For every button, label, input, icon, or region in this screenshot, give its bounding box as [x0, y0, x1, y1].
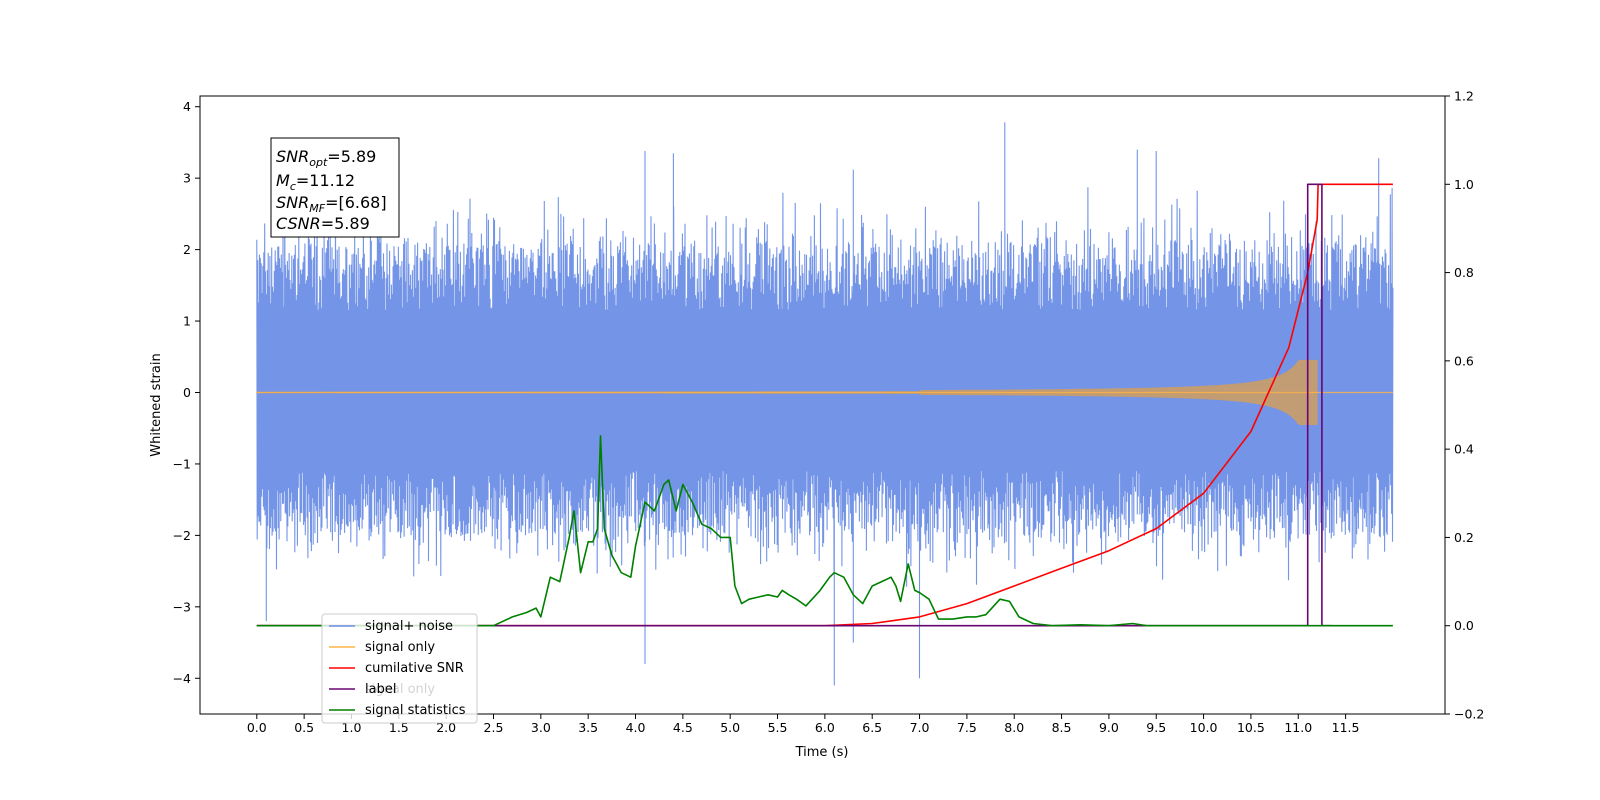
annotation-box: SNRopt=5.89 Mc=11.12 SNRMF=[6.68] CSNR=5… [270, 137, 400, 238]
legend-hidden-label: signal only [365, 682, 435, 697]
x-tick-label: 1.5 [389, 720, 409, 735]
x-tick-label: 4.0 [626, 720, 646, 735]
x-tick-label: 6.0 [815, 720, 835, 735]
y-tick-label: 4 [183, 99, 191, 114]
x-tick-label: 7.5 [957, 720, 977, 735]
legend-label-label: label [365, 682, 396, 697]
annotation-snr-mf: SNRMF=[6.68] [276, 193, 387, 215]
y-tick-label: −4 [173, 671, 191, 686]
y-tick-label: −1 [173, 456, 191, 471]
series-signal-noise [256, 122, 1394, 686]
legend-label-signal-statistics: signal statistics [365, 703, 466, 718]
series-cumilative-snr [256, 183, 1393, 627]
x-tick-label: 10.0 [1190, 720, 1218, 735]
x-tick-label: 6.5 [862, 720, 882, 735]
legend-label-signal-only: signal only [365, 640, 435, 655]
x-tick-label: 10.5 [1237, 720, 1265, 735]
x-tick-label: 1.0 [342, 720, 362, 735]
x-tick-label: 4.5 [673, 720, 693, 735]
series-layer [256, 122, 1394, 686]
x-axis-ticks: 0.0 0.5 1.0 1.5 2.0 2.5 3.0 3.5 4.0 4.5 5.0 5.5 6.0 6… [247, 714, 1360, 735]
y-tick-label: 3 [183, 171, 191, 186]
x-axis-label: Time (s) [795, 745, 849, 760]
series-signal-statistics [256, 435, 1393, 627]
y2-tick-label: −0.2 [1454, 707, 1484, 722]
y-axis-left-ticks: −4 −3 −2 −1 0 1 2 3 4 [173, 99, 200, 686]
x-tick-label: 5.0 [720, 720, 740, 735]
x-tick-label: 3.0 [531, 720, 551, 735]
y-axis-label: Whitened strain [149, 353, 164, 456]
legend-label-signal-noise: signal+ noise [365, 619, 453, 634]
x-tick-label: 7.0 [910, 720, 930, 735]
plot-frame [199, 95, 1446, 715]
annotation-mc: Mc=11.12 [276, 171, 355, 193]
y-tick-label: −2 [173, 528, 191, 543]
y-tick-label: 2 [183, 242, 191, 257]
x-tick-label: 2.0 [436, 720, 456, 735]
x-tick-label: 11.0 [1284, 720, 1312, 735]
x-tick-label: 3.5 [578, 720, 598, 735]
y-tick-label: 0 [183, 385, 191, 400]
y-axis-right-ticks: −0.2 0.0 0.2 0.4 0.6 0.8 1.0 1.2 [1445, 89, 1484, 722]
y-tick-label: 1 [183, 314, 191, 329]
x-tick-label: 2.5 [484, 720, 504, 735]
x-tick-label: 9.0 [1099, 720, 1119, 735]
x-tick-label: 8.0 [1004, 720, 1024, 735]
x-tick-label: 8.5 [1052, 720, 1072, 735]
legend: signal+ noise signal only cumilative SNR… [321, 613, 478, 724]
y2-tick-label: 0.2 [1454, 530, 1474, 545]
x-tick-label: 9.5 [1146, 720, 1166, 735]
x-tick-label: 11.5 [1332, 720, 1360, 735]
y2-tick-label: 0.6 [1454, 353, 1474, 368]
annotation-snr-opt: SNRopt=5.89 [276, 147, 376, 169]
y2-tick-label: 1.0 [1454, 177, 1474, 192]
annotation-frame [270, 137, 400, 238]
legend-label-cumulative-snr: cumilative SNR [365, 661, 464, 676]
y-tick-label: −3 [173, 599, 191, 614]
x-tick-label: 5.5 [768, 720, 788, 735]
y2-tick-label: 1.2 [1454, 89, 1474, 104]
y2-tick-label: 0.4 [1454, 442, 1474, 457]
annotation-csnr: CSNR=5.89 [276, 214, 370, 233]
x-tick-label: 0.5 [294, 720, 314, 735]
y2-tick-label: 0.8 [1454, 265, 1474, 280]
y2-tick-label: 0.0 [1454, 618, 1474, 633]
x-tick-label: 0.0 [247, 720, 267, 735]
legend-frame [321, 613, 478, 724]
